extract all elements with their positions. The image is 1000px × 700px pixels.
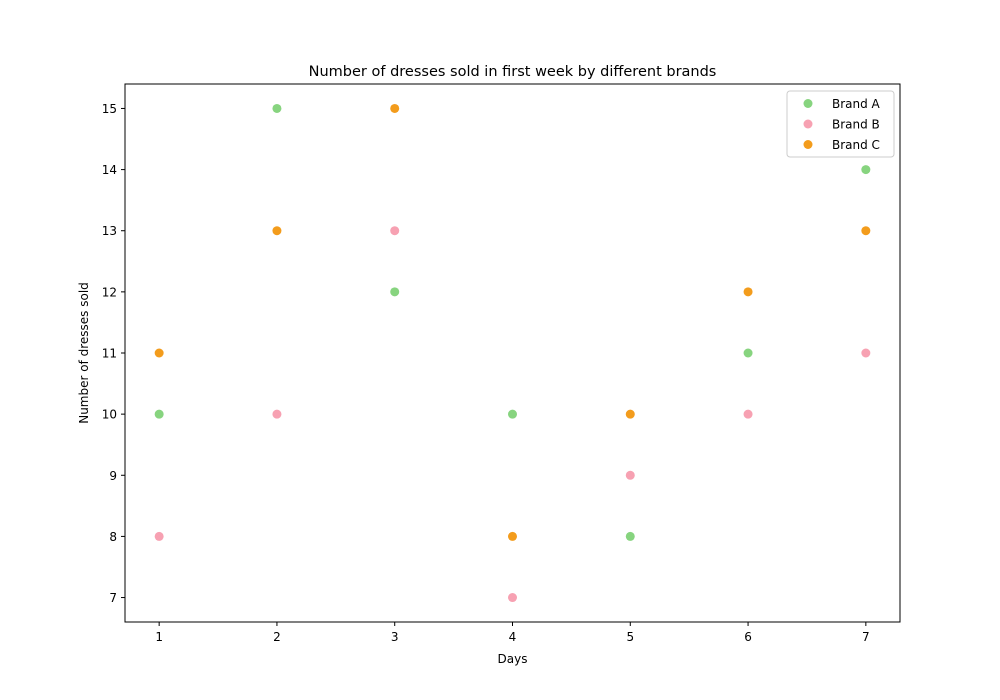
data-points-layer	[154, 103, 871, 603]
x-tick-label: 4	[509, 630, 517, 644]
data-point-brand-c	[625, 409, 635, 419]
data-point-brand-b	[508, 593, 517, 603]
x-tick-label: 3	[391, 630, 399, 644]
x-axis-title: Days	[498, 652, 528, 666]
y-tick-label: 11	[102, 347, 117, 361]
legend-marker-brand-c	[803, 140, 813, 149]
data-point-brand-b	[390, 226, 400, 236]
y-tick-label: 9	[109, 469, 117, 483]
x-tick-label: 6	[744, 630, 752, 644]
chart-title: Number of dresses sold in first week by …	[309, 64, 717, 80]
x-tick-label: 2	[273, 630, 281, 644]
y-axis-title: Number of dresses sold	[77, 282, 91, 424]
legend-label-brand-c: Brand C	[832, 138, 880, 152]
data-point-brand-c	[743, 287, 753, 297]
data-point-brand-b	[861, 348, 871, 358]
y-tick-label: 15	[102, 102, 117, 116]
data-point-brand-a	[861, 165, 871, 175]
legend-label-brand-b: Brand B	[832, 118, 880, 132]
legend-marker-brand-b	[803, 119, 813, 129]
data-point-brand-c	[272, 226, 282, 236]
data-point-brand-c	[508, 531, 517, 541]
data-point-brand-a	[625, 531, 635, 541]
legend-marker-brand-a	[803, 99, 813, 108]
y-tick-label: 12	[102, 285, 117, 299]
y-tick-label: 13	[102, 224, 117, 238]
x-tick-label: 5	[626, 630, 634, 644]
data-point-brand-a	[743, 348, 753, 358]
y-axis-ticks: 7 8 9 10 11 12 13 14 15	[102, 102, 125, 605]
y-tick-label: 7	[109, 591, 117, 605]
data-point-brand-a	[154, 409, 164, 419]
legend-box	[786, 90, 895, 158]
data-point-brand-c	[861, 226, 871, 236]
data-point-brand-c	[154, 348, 164, 358]
legend-label-brand-a: Brand A	[832, 97, 881, 111]
data-point-brand-a	[390, 287, 400, 297]
data-point-brand-b	[154, 531, 164, 541]
data-point-brand-b	[743, 409, 753, 419]
legend: Brand A Brand B Brand C	[786, 90, 895, 158]
y-tick-label: 10	[102, 408, 117, 422]
data-point-brand-b	[272, 409, 282, 419]
data-point-brand-a	[508, 409, 517, 419]
data-point-brand-a	[272, 103, 282, 113]
y-tick-label: 8	[109, 530, 117, 544]
y-tick-label: 14	[102, 163, 117, 177]
x-tick-label: 1	[155, 630, 163, 644]
data-point-brand-c	[390, 103, 400, 113]
x-axis-ticks: 1 2 3 4 5 6 7	[155, 622, 870, 644]
plot-area-frame	[124, 83, 901, 623]
data-point-brand-b	[625, 470, 635, 480]
x-tick-label: 7	[862, 630, 870, 644]
